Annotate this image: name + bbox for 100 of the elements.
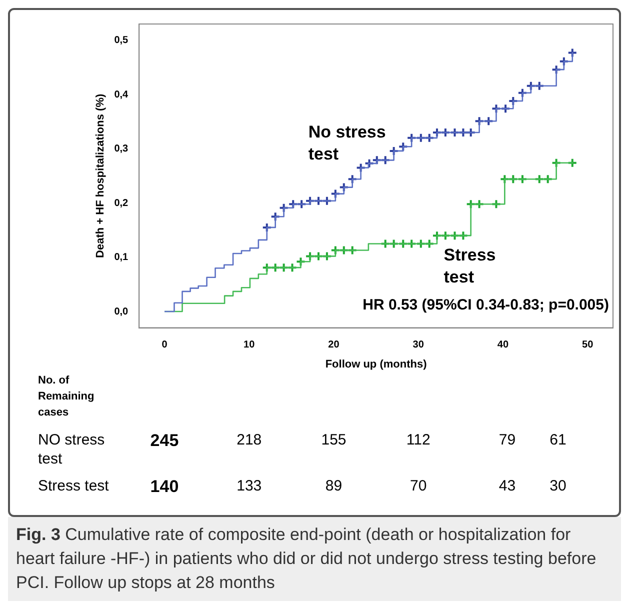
text: NO stress test xyxy=(38,432,105,468)
point xyxy=(491,104,502,114)
point xyxy=(406,132,417,143)
point xyxy=(534,174,544,184)
point xyxy=(338,182,349,192)
point xyxy=(558,56,569,66)
x-axis-title: Follow up (months) xyxy=(325,358,428,370)
point xyxy=(500,104,511,114)
y-tick-label: 0,0 xyxy=(114,306,129,318)
x-tick-label: 40 xyxy=(497,340,509,351)
text: 89 xyxy=(325,478,342,495)
point xyxy=(450,230,460,241)
point xyxy=(314,251,324,262)
text: 61 xyxy=(550,432,566,449)
point xyxy=(416,132,426,143)
point xyxy=(440,128,450,138)
annotation: No stress test xyxy=(308,122,386,164)
x-tick-label: 10 xyxy=(244,340,256,351)
y-axis-title: Death + HF hospitalizations (%) xyxy=(94,94,107,258)
point xyxy=(474,116,484,126)
text: 155 xyxy=(321,432,346,449)
point xyxy=(398,238,408,249)
annotation: HR 0.53 (95%CI 0.34-0.83; p=0.005) xyxy=(362,296,609,314)
x-tick-label: 0 xyxy=(162,340,168,351)
text: 133 xyxy=(236,478,262,495)
point xyxy=(432,230,442,241)
point xyxy=(484,116,494,126)
point xyxy=(347,245,358,256)
point xyxy=(526,80,536,91)
point xyxy=(542,174,553,184)
point xyxy=(424,238,434,249)
point xyxy=(440,230,450,241)
point xyxy=(508,96,518,106)
y-tick-label: 0,3 xyxy=(114,144,129,155)
point xyxy=(567,158,578,168)
point xyxy=(551,64,562,75)
text: 140 xyxy=(150,477,179,496)
y-tick-label: 0,5 xyxy=(114,35,129,46)
point xyxy=(314,196,324,206)
text: 79 xyxy=(498,432,516,449)
point xyxy=(398,142,408,152)
point xyxy=(347,174,358,184)
point xyxy=(380,155,390,166)
point xyxy=(278,202,289,213)
point xyxy=(466,199,476,210)
text: 218 xyxy=(236,432,262,449)
point xyxy=(296,256,306,267)
point xyxy=(330,245,340,256)
point xyxy=(458,230,468,241)
point xyxy=(388,146,399,156)
point xyxy=(474,199,484,210)
point xyxy=(270,212,280,222)
y-tick-label: 0,2 xyxy=(114,198,129,209)
text: 70 xyxy=(410,478,427,495)
text: 30 xyxy=(550,478,566,495)
point xyxy=(380,238,390,249)
point xyxy=(458,128,468,138)
point xyxy=(466,128,476,138)
point xyxy=(262,222,272,232)
point xyxy=(517,88,528,98)
point xyxy=(330,188,340,199)
point xyxy=(500,174,510,184)
caption: Fig. 3 Cumulative rate of composite end-point (death or hospitalization for heart failure -HF-) in patients who did or did not undergo stress testing before PCI. Follow up stops at 28 months xyxy=(8,517,621,601)
point xyxy=(388,238,399,249)
y-tick-label: 0,1 xyxy=(114,252,129,264)
point xyxy=(551,158,562,168)
point xyxy=(322,196,332,206)
text: No. of Remaining cases xyxy=(38,374,94,419)
x-tick-label: 20 xyxy=(328,340,340,351)
text: 245 xyxy=(150,431,179,450)
point xyxy=(305,196,316,206)
point xyxy=(567,48,578,58)
point xyxy=(322,251,332,262)
point xyxy=(424,132,434,143)
point xyxy=(364,158,374,168)
point xyxy=(534,80,544,91)
point xyxy=(416,238,426,249)
x-tick-label: 30 xyxy=(412,340,424,351)
point xyxy=(372,155,382,166)
y-tick-label: 0,4 xyxy=(114,89,129,100)
point xyxy=(517,174,528,184)
point xyxy=(406,238,417,249)
point xyxy=(287,262,298,273)
x-tick-label: 50 xyxy=(582,340,594,351)
point xyxy=(270,262,280,273)
point xyxy=(305,251,316,262)
text: Stress test xyxy=(38,478,110,495)
text: 43 xyxy=(498,478,516,495)
point xyxy=(491,199,502,210)
annotation: Stress test xyxy=(444,246,496,287)
point xyxy=(296,199,307,210)
point xyxy=(356,162,366,173)
point xyxy=(262,262,272,273)
point xyxy=(338,245,349,256)
point xyxy=(450,128,460,138)
point xyxy=(278,262,289,273)
text: 112 xyxy=(406,432,430,449)
point xyxy=(508,174,518,184)
point xyxy=(432,128,442,138)
point xyxy=(288,199,298,210)
